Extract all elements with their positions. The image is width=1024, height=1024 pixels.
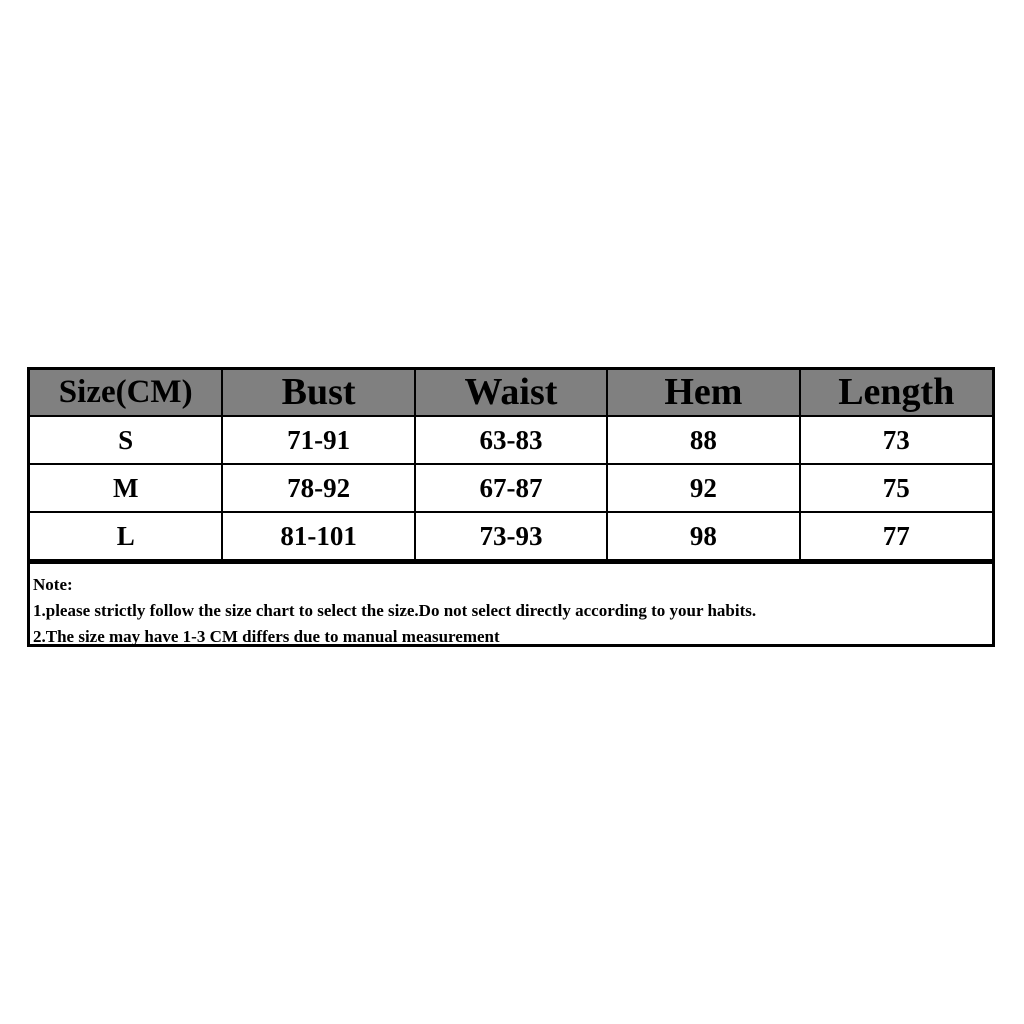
cell-bust: 78-92 [221,463,416,513]
cell-size: S [30,415,224,465]
cell-waist: 63-83 [413,415,609,465]
cell-length: 73 [798,415,992,465]
table-row: S 71-91 63-83 88 73 [30,415,992,465]
header-waist: Waist [413,370,609,417]
cell-bust: 81-101 [221,511,416,561]
note-section: Note: 1.please strictly follow the size … [30,561,992,646]
size-chart: Size(CM) Bust Waist Hem Length S 71-91 6… [27,367,995,647]
cell-hem: 98 [606,511,801,561]
note-title: Note: [33,575,73,594]
cell-hem: 88 [606,415,801,465]
header-row: Size(CM) Bust Waist Hem Length [30,370,992,417]
cell-bust: 71-91 [221,415,416,465]
table-row: M 78-92 67-87 92 75 [30,463,992,513]
table-row: L 81-101 73-93 98 77 [30,511,992,561]
header-hem: Hem [606,370,801,417]
cell-waist: 73-93 [413,511,609,561]
cell-size: L [30,511,224,561]
size-table: Size(CM) Bust Waist Hem Length S 71-91 6… [30,370,992,561]
cell-length: 77 [798,511,992,561]
cell-size: M [30,463,224,513]
cell-length: 75 [798,463,992,513]
note-line-1: 1.please strictly follow the size chart … [33,601,757,620]
header-length: Length [798,370,992,417]
cell-waist: 67-87 [413,463,609,513]
note-line-2: 2.The size may have 1-3 CM differs due t… [33,627,500,646]
header-size: Size(CM) [30,370,224,417]
cell-hem: 92 [606,463,801,513]
header-bust: Bust [221,370,416,417]
